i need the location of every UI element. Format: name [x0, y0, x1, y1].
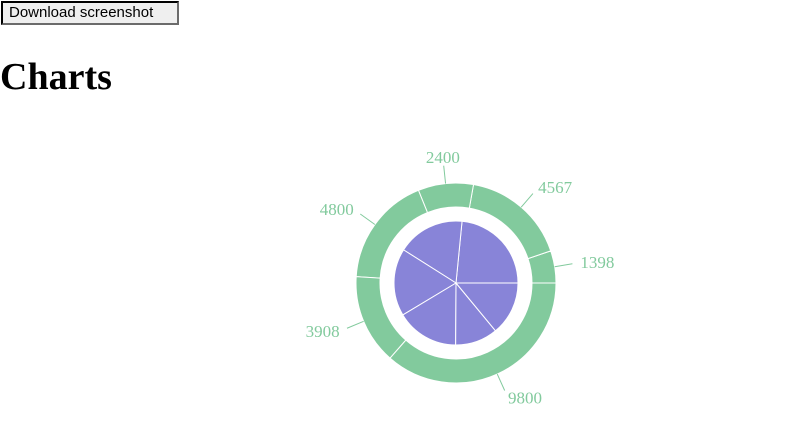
outer-ring	[355, 182, 557, 384]
label-leader-line	[520, 193, 534, 208]
download-screenshot-button[interactable]: Download screenshot	[1, 1, 179, 25]
label-leader-line	[346, 320, 364, 329]
inner-pie-slice-2[interactable]	[402, 220, 463, 284]
outer-ring-value-label: 3908	[306, 322, 340, 341]
inner-pie	[393, 220, 519, 346]
outer-ring-value-label: 9800	[508, 388, 542, 407]
outer-ring-value-label: 4567	[538, 178, 573, 197]
outer-ring-value-label: 2400	[426, 148, 460, 167]
outer-ring-slice-3[interactable]	[417, 182, 475, 214]
outer-ring-value-label: 1398	[580, 253, 614, 272]
outer-ring-labels: 1398 4567 2400 4800 3908 9800	[306, 148, 615, 407]
outer-ring-value-label: 4800	[320, 200, 354, 219]
label-leader-line	[496, 373, 506, 391]
inner-pie-slice-6[interactable]	[454, 282, 519, 332]
inner-pie-slice-3[interactable]	[393, 249, 457, 316]
page-title: Charts	[0, 56, 112, 98]
label-leader-line	[443, 165, 447, 184]
inner-pie-slice-4[interactable]	[402, 282, 457, 346]
outer-ring-slice-6[interactable]	[389, 282, 557, 384]
inner-pie-slice-1[interactable]	[455, 220, 519, 284]
label-leader-line	[554, 263, 573, 268]
label-leader-line	[359, 213, 376, 225]
